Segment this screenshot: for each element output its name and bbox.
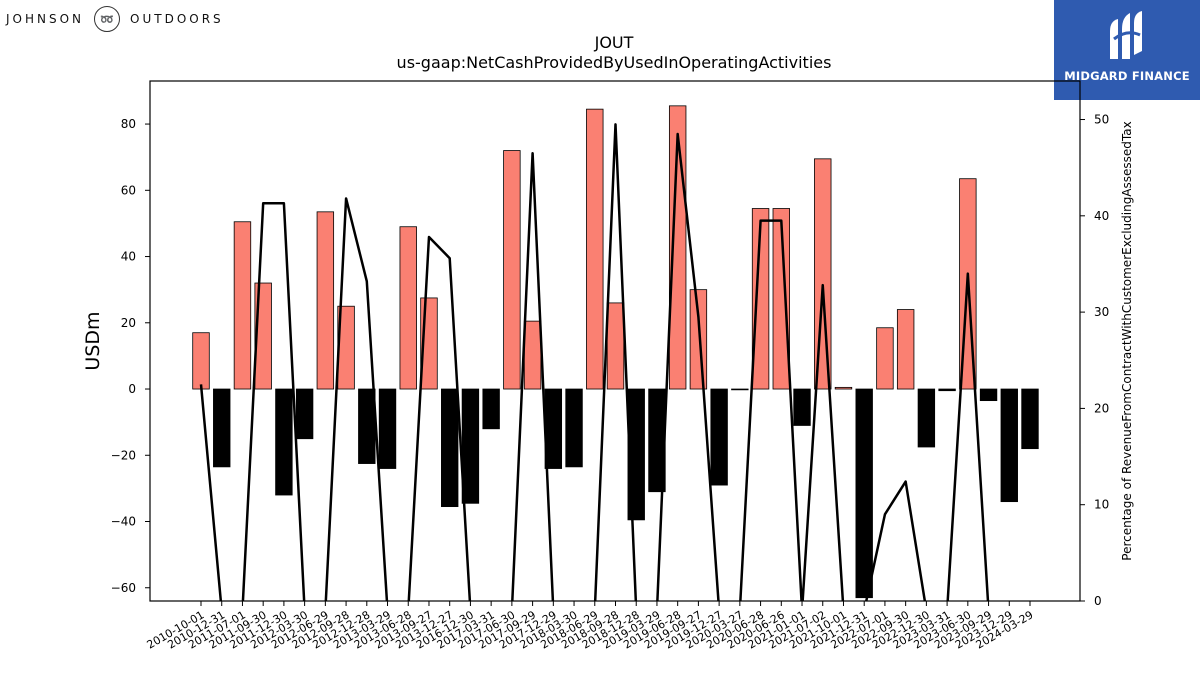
y-tick-label: −20 xyxy=(111,448,136,462)
bar-2021-10-01 xyxy=(834,386,853,390)
bar-2013-12-27 xyxy=(441,388,459,508)
bar-2010-12-31 xyxy=(213,388,231,468)
y2-axis-label: Percentage of RevenueFromContractWithCus… xyxy=(1120,121,1134,560)
bar-2021-12-31 xyxy=(855,388,873,599)
bar-2017-06-30 xyxy=(503,150,521,390)
y2-tick-label: 0 xyxy=(1094,594,1102,608)
bar-2018-06-29 xyxy=(586,108,604,390)
bar-2022-12-30 xyxy=(917,388,936,448)
bar-2022-09-30 xyxy=(896,309,915,390)
bar-2021-01-01 xyxy=(793,388,811,426)
y2-tick-label: 20 xyxy=(1094,401,1109,415)
y2-tick-label: 40 xyxy=(1094,209,1109,223)
bar-2020-06-26 xyxy=(751,208,770,390)
bar-2012-06-29 xyxy=(316,211,335,390)
bar-2017-09-29 xyxy=(523,320,542,390)
bar-2020-03-27 xyxy=(731,388,749,391)
line-series-group xyxy=(199,123,990,601)
y-tick-label: 20 xyxy=(121,316,136,330)
chart-title: JOUT xyxy=(594,33,634,52)
bar-2018-03-30 xyxy=(565,388,583,468)
bar-2022-07-01 xyxy=(876,327,894,390)
bar-2011-12-30 xyxy=(275,388,293,496)
logo-word-outdoors: OUTDOORS xyxy=(130,12,224,26)
bar-2019-09-27 xyxy=(689,289,708,390)
y2-tick-label: 50 xyxy=(1094,113,1109,127)
y-tick-label: 40 xyxy=(121,250,136,264)
bar-2023-09-29 xyxy=(979,388,998,402)
midgard-brand-text: MIDGARD FINANCE xyxy=(1064,69,1190,83)
bar-2010-10-01 xyxy=(192,332,210,390)
y-tick-label: 80 xyxy=(121,117,136,131)
chart-subtitle: us-gaap:NetCashProvidedByUsedInOperating… xyxy=(397,53,832,72)
bar-2013-06-28 xyxy=(399,226,417,390)
y-tick-label: −60 xyxy=(111,581,136,595)
bar-2011-09-30 xyxy=(254,282,272,390)
bird-emblem-icon: ➿ xyxy=(94,6,121,32)
x-axis: 2010-10-012010-12-312011-07-012011-09-30… xyxy=(145,601,1036,652)
bar-2021-07-02 xyxy=(814,158,832,390)
bar-2013-03-29 xyxy=(378,388,397,469)
percentage-line xyxy=(199,123,990,601)
bar-2023-03-31 xyxy=(938,388,956,392)
bar-2012-03-30 xyxy=(295,388,314,440)
logo-word-johnson: JOHNSON xyxy=(6,12,85,26)
midgard-finance-logo: MIDGARD FINANCE xyxy=(1054,0,1200,100)
bar-2020-06-28 xyxy=(772,208,790,390)
bar-2017-03-31 xyxy=(482,388,500,430)
bar-2016-12-30 xyxy=(461,388,480,504)
bar-2018-09-28 xyxy=(606,302,625,390)
y-axis-left: −60 −40 −20 0 20 40 60 80 xyxy=(111,117,150,595)
bar-2019-12-27 xyxy=(710,388,728,486)
y-tick-label: −40 xyxy=(111,515,136,529)
y-tick-label: 60 xyxy=(121,183,136,197)
midgard-monogram-icon xyxy=(1110,11,1142,59)
bar-2012-12-28 xyxy=(358,388,376,464)
bar-2024-03-29 xyxy=(1021,388,1039,450)
y-axis-label: USDm xyxy=(82,311,104,370)
johnson-outdoors-logo: JOHNSON ➿ OUTDOORS xyxy=(6,5,224,33)
y2-tick-label: 10 xyxy=(1094,498,1109,512)
y2-tick-label: 30 xyxy=(1094,305,1109,319)
y-axis-right: 0 10 20 30 40 50 xyxy=(1080,113,1109,608)
y-tick-label: 0 xyxy=(128,382,136,396)
bars-group xyxy=(192,105,1039,599)
bar-2023-12-29 xyxy=(1000,388,1018,503)
bar-2011-07-01 xyxy=(233,221,252,390)
